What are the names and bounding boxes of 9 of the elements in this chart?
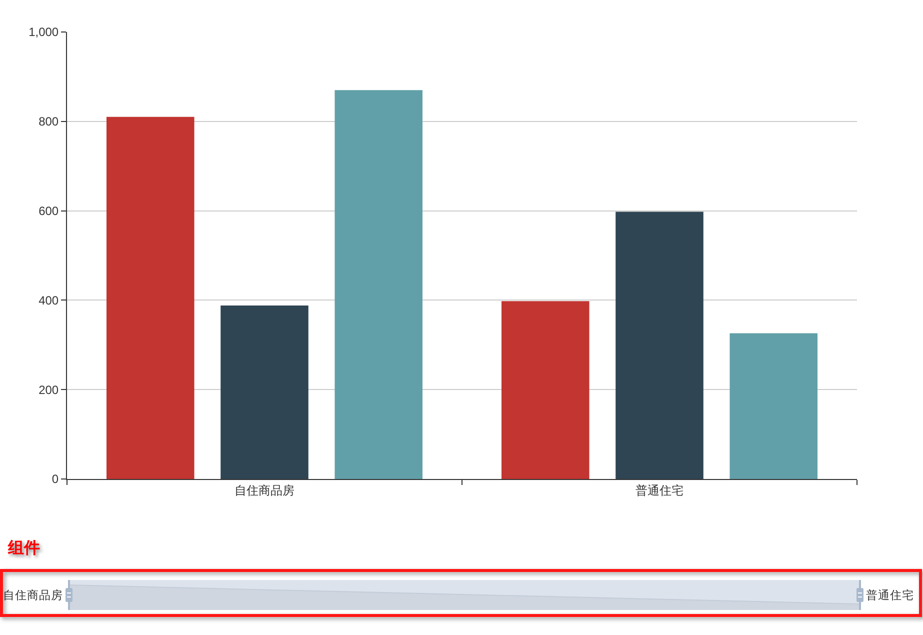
category-label: 普通住宅	[866, 588, 914, 602]
y-tick-label: 400	[38, 293, 59, 308]
y-tick-label: 600	[38, 204, 59, 218]
category-label: 自住商品房	[3, 588, 63, 602]
y-tick-label: 200	[38, 382, 59, 397]
y-tick-label: 800	[38, 114, 59, 129]
y-tick-label: 0	[52, 472, 59, 486]
text: 组件	[8, 538, 40, 559]
y-tick-label: 1,000	[28, 25, 59, 40]
